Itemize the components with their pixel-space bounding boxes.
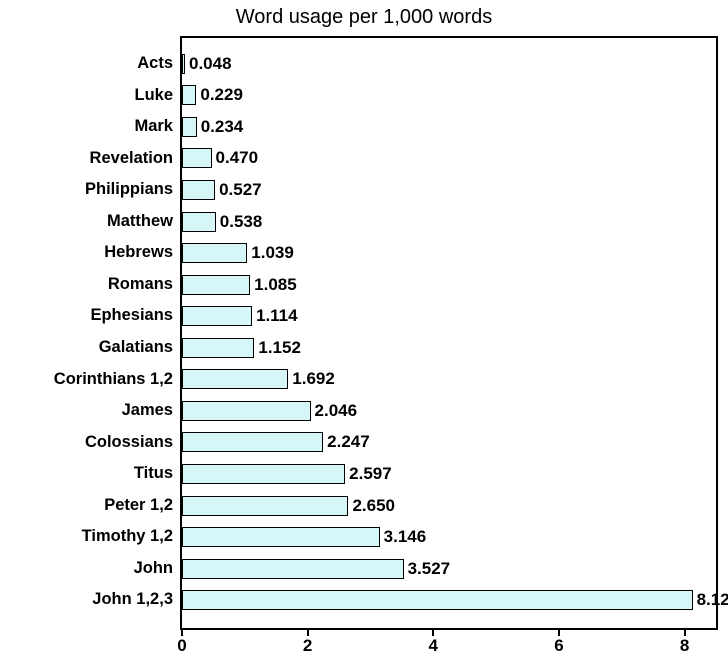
x-axis-tick-label: 8 xyxy=(680,636,689,656)
bar xyxy=(182,180,215,200)
bar-value-label: 1.152 xyxy=(258,338,301,358)
y-axis-category-label: Peter 1,2 xyxy=(104,490,173,522)
bar xyxy=(182,85,196,105)
bar xyxy=(182,148,212,168)
y-axis-category-label: Timothy 1,2 xyxy=(82,521,173,553)
y-axis-category-label: John 1,2,3 xyxy=(92,584,173,616)
y-axis-category-label: Corinthians 1,2 xyxy=(54,364,173,396)
y-axis-category-label: James xyxy=(122,395,173,427)
bar-value-label: 2.597 xyxy=(349,464,392,484)
bar-value-label: 0.538 xyxy=(220,212,263,232)
bar xyxy=(182,117,197,137)
x-axis-tick-label: 4 xyxy=(429,636,438,656)
bar xyxy=(182,496,348,516)
y-axis-category-label: Romans xyxy=(108,269,173,301)
bar xyxy=(182,243,247,263)
bar xyxy=(182,275,250,295)
bar-value-label: 2.247 xyxy=(327,432,370,452)
y-axis-category-label: Acts xyxy=(137,48,173,80)
y-axis-category-label: John xyxy=(134,553,173,585)
y-axis-category-label: Philippians xyxy=(85,174,173,206)
bar xyxy=(182,527,380,547)
bar xyxy=(182,432,323,452)
bar-value-label: 2.046 xyxy=(315,401,358,421)
bar-value-label: 0.234 xyxy=(201,117,244,137)
x-axis-tick-label: 0 xyxy=(177,636,186,656)
y-axis-category-label: Revelation xyxy=(90,143,173,175)
bar-value-label: 3.527 xyxy=(408,559,451,579)
bars-layer: 0.048 0.229 0.234 0.470 0.527 0.538 1.039 1.085… xyxy=(182,38,716,628)
y-axis-category-label: Galatians xyxy=(99,332,173,364)
bar-value-label: 1.085 xyxy=(254,275,297,295)
bar-value-label: 1.692 xyxy=(292,369,335,389)
x-axis-tick-label: 2 xyxy=(303,636,312,656)
y-axis-category-label: Ephesians xyxy=(90,300,173,332)
bar xyxy=(182,54,185,74)
y-axis-category-label: Colossians xyxy=(85,427,173,459)
bar xyxy=(182,306,252,326)
chart-title: Word usage per 1,000 words xyxy=(0,6,728,29)
bar xyxy=(182,401,311,421)
bar-value-label: 2.650 xyxy=(352,496,395,516)
bar-value-label: 1.039 xyxy=(251,243,294,263)
x-axis: 0 2 4 6 8 xyxy=(180,630,718,660)
bar-value-label: 0.229 xyxy=(200,85,243,105)
bar xyxy=(182,212,216,232)
y-axis-category-label: Mark xyxy=(134,111,173,143)
y-axis-category-label: Luke xyxy=(134,80,173,112)
bar xyxy=(182,559,404,579)
bar-value-label: 3.146 xyxy=(384,527,427,547)
y-axis-category-label: Titus xyxy=(134,458,173,490)
y-axis-category-label: Matthew xyxy=(107,206,173,238)
bar-value-label: 8.127 xyxy=(697,590,728,610)
bar xyxy=(182,590,693,610)
bar xyxy=(182,338,254,358)
y-axis-category-label: Hebrews xyxy=(104,237,173,269)
bar-value-label: 1.114 xyxy=(256,306,298,326)
x-axis-tick-label: 6 xyxy=(554,636,563,656)
bar-value-label: 0.048 xyxy=(189,54,232,74)
bar-value-label: 0.470 xyxy=(216,148,259,168)
chart-container: Word usage per 1,000 words 0.048 0.229 0.2… xyxy=(0,0,728,671)
bar xyxy=(182,464,345,484)
bar xyxy=(182,369,288,389)
bar-value-label: 0.527 xyxy=(219,180,262,200)
